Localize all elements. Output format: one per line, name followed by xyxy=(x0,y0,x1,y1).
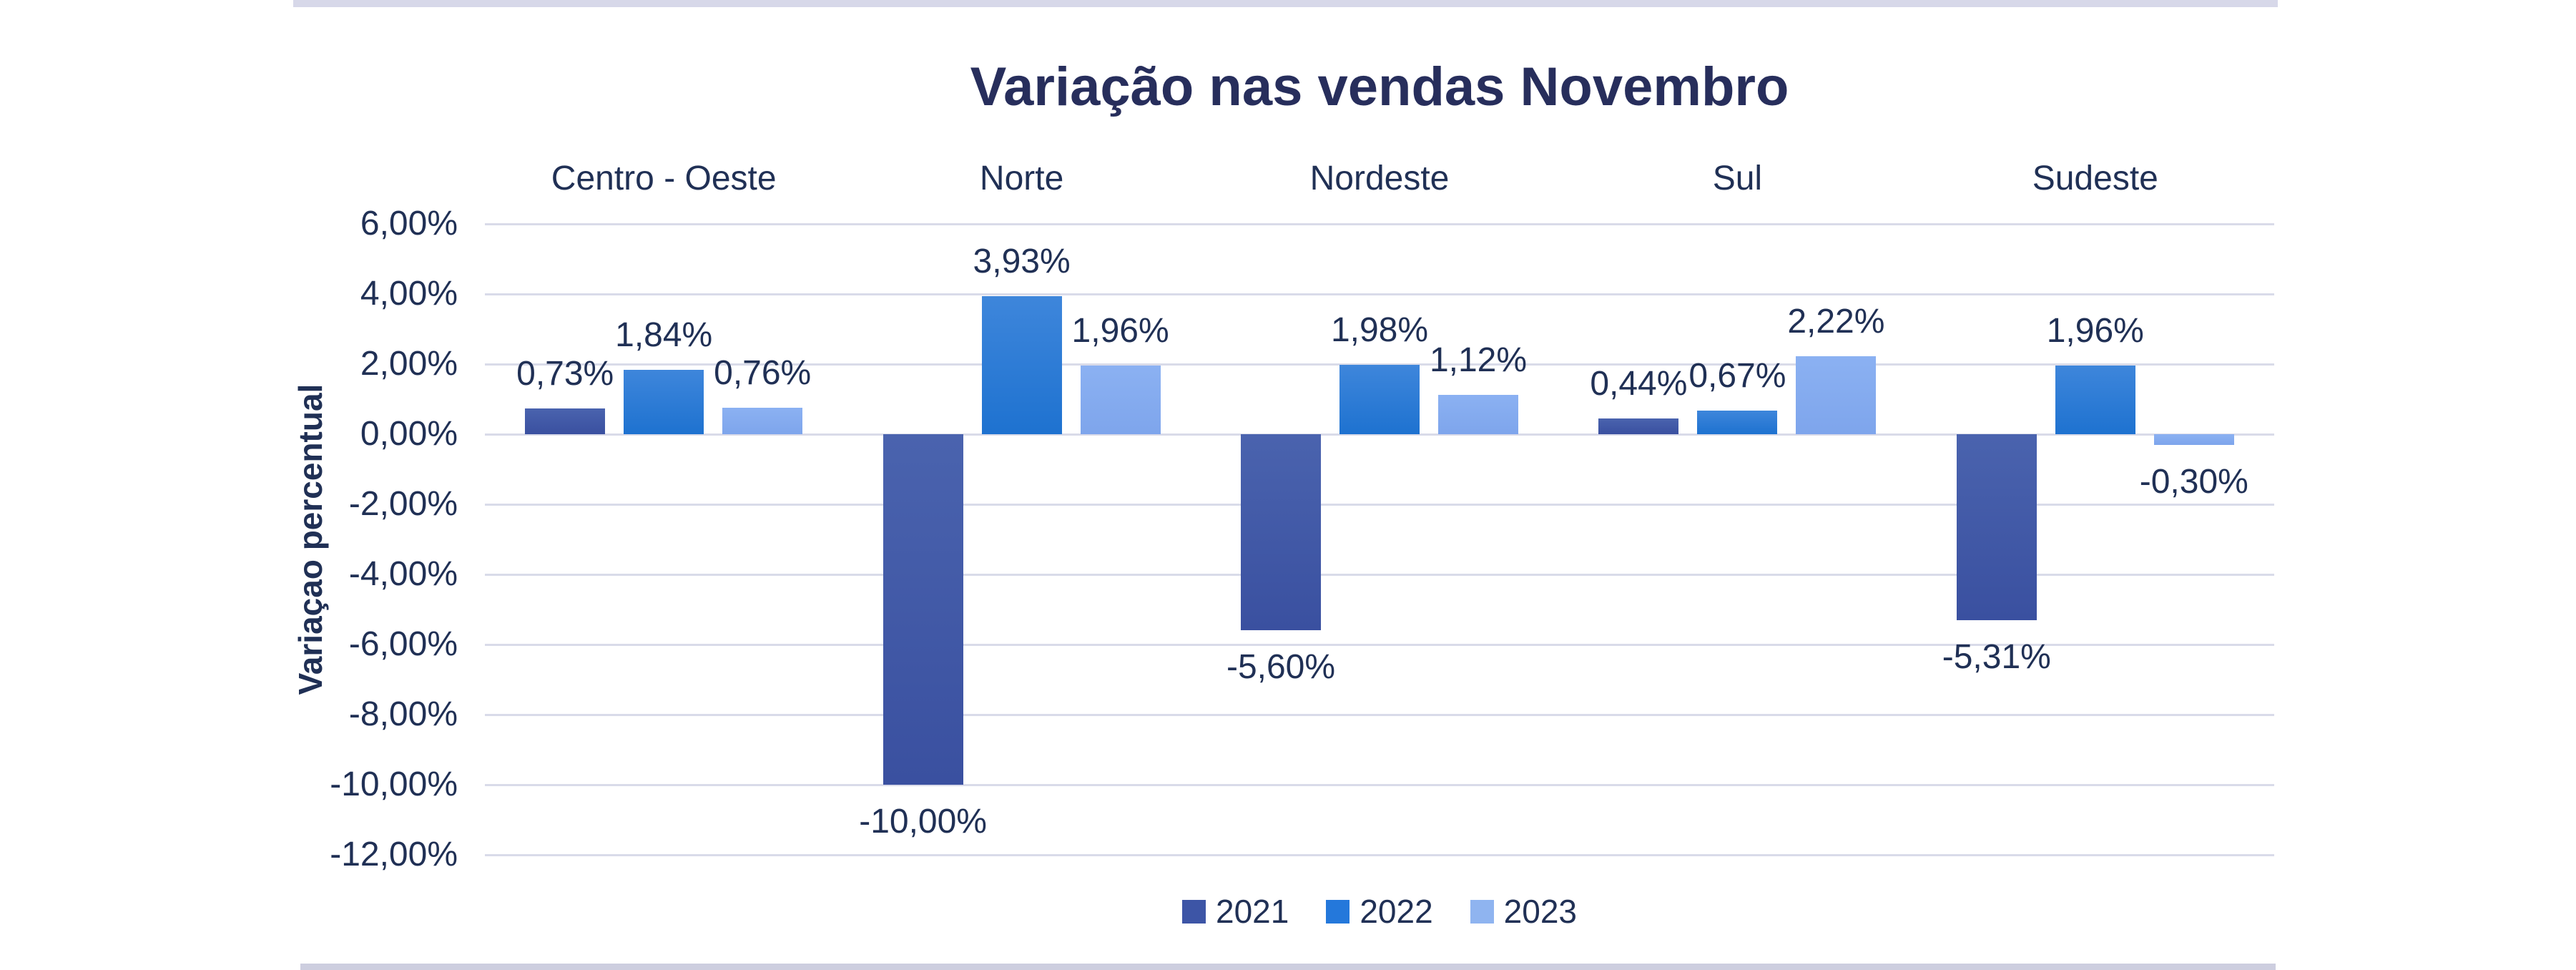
y-tick-label--6,00%: -6,00% xyxy=(348,625,458,663)
category-label-nordeste: Nordeste xyxy=(1309,160,1450,197)
bar-2021-centro---oeste[interactable] xyxy=(525,408,606,434)
category-label-sul: Sul xyxy=(1712,160,1763,197)
bar-value-label-2021-centro---oeste: 0,73% xyxy=(516,355,614,393)
y-tick-label--2,00%: -2,00% xyxy=(348,485,458,523)
bar-value-label-2021-sul: 0,44% xyxy=(1590,365,1688,403)
category-label-centro---oeste: Centro - Oeste xyxy=(551,160,777,197)
bar-value-label-2023-sudeste: -0,30% xyxy=(2139,462,2248,501)
gridline--8,00% xyxy=(485,713,2274,716)
bar-2022-norte[interactable] xyxy=(981,296,1062,434)
gridline--6,00% xyxy=(485,643,2274,646)
bar-value-label-2022-norte: 3,93% xyxy=(973,242,1071,281)
gridline-2,00% xyxy=(485,363,2274,366)
legend-item-2022[interactable]: 2022 xyxy=(1326,893,1433,930)
bar-2021-norte[interactable] xyxy=(883,434,963,785)
bar-2022-centro---oeste[interactable] xyxy=(624,369,704,434)
y-axis-title: Variaçao percentual xyxy=(292,383,329,695)
y-tick-label-4,00%: 4,00% xyxy=(360,275,458,313)
y-tick-label-2,00%: 2,00% xyxy=(360,345,458,383)
bar-value-label-2022-sul: 0,67% xyxy=(1688,357,1786,396)
bar-2023-centro---oeste[interactable] xyxy=(722,407,803,434)
legend: 2021 2022 2023 xyxy=(485,893,2274,930)
bar-2023-sudeste[interactable] xyxy=(2153,434,2234,445)
bar-2023-sul[interactable] xyxy=(1796,356,1877,434)
legend-label-2022: 2022 xyxy=(1360,893,1433,930)
gridline-0,00% xyxy=(485,433,2274,436)
y-tick-label--12,00%: -12,00% xyxy=(330,836,458,873)
bar-2022-nordeste[interactable] xyxy=(1339,364,1420,434)
bar-value-label-2021-sudeste: -5,31% xyxy=(1942,638,2051,677)
chart-title: Variação nas vendas Novembro xyxy=(970,57,1789,117)
bar-value-label-2021-nordeste: -5,60% xyxy=(1226,648,1336,687)
legend-swatch-2022 xyxy=(1326,899,1350,924)
bar-value-label-2023-centro---oeste: 0,76% xyxy=(714,353,812,392)
legend-swatch-2023 xyxy=(1470,899,1494,924)
gridline--4,00% xyxy=(485,573,2274,576)
bar-2021-nordeste[interactable] xyxy=(1241,434,1321,631)
bar-value-label-2022-centro---oeste: 1,84% xyxy=(615,315,713,354)
bar-value-label-2023-sul: 2,22% xyxy=(1787,303,1885,341)
gridline--12,00% xyxy=(485,853,2274,856)
legend-item-2021[interactable]: 2021 xyxy=(1181,893,1289,930)
y-tick-label-6,00%: 6,00% xyxy=(360,205,458,242)
category-label-sudeste: Sudeste xyxy=(2032,160,2158,197)
gridline-6,00% xyxy=(485,222,2274,225)
bar-value-label-2023-nordeste: 1,12% xyxy=(1429,341,1528,380)
bar-value-label-2022-nordeste: 1,98% xyxy=(1330,310,1429,349)
bar-2021-sul[interactable] xyxy=(1598,418,1679,434)
y-tick-label-0,00%: 0,00% xyxy=(360,415,458,453)
gridline-4,00% xyxy=(485,293,2274,295)
bar-2021-sudeste[interactable] xyxy=(1956,434,2037,621)
gridline--10,00% xyxy=(485,783,2274,786)
legend-item-2023[interactable]: 2023 xyxy=(1470,893,1577,930)
y-tick-label--10,00%: -10,00% xyxy=(330,765,458,803)
y-tick-label--4,00%: -4,00% xyxy=(348,555,458,593)
bar-value-label-2021-norte: -10,00% xyxy=(859,803,987,841)
bar-2023-nordeste[interactable] xyxy=(1438,395,1518,434)
bottom-divider xyxy=(300,964,2276,970)
bar-value-label-2022-sudeste: 1,96% xyxy=(2046,311,2144,350)
bar-2022-sul[interactable] xyxy=(1697,411,1778,434)
bar-value-label-2023-norte: 1,96% xyxy=(1071,311,1169,350)
gridline--2,00% xyxy=(485,503,2274,506)
bar-2022-sudeste[interactable] xyxy=(2055,365,2135,434)
top-divider xyxy=(293,0,2278,7)
y-tick-label--8,00%: -8,00% xyxy=(348,695,458,733)
legend-label-2021: 2021 xyxy=(1215,893,1289,930)
legend-label-2023: 2023 xyxy=(1503,893,1578,930)
category-label-norte: Norte xyxy=(979,160,1064,197)
legend-swatch-2021 xyxy=(1181,899,1206,924)
bar-2023-norte[interactable] xyxy=(1080,365,1161,434)
